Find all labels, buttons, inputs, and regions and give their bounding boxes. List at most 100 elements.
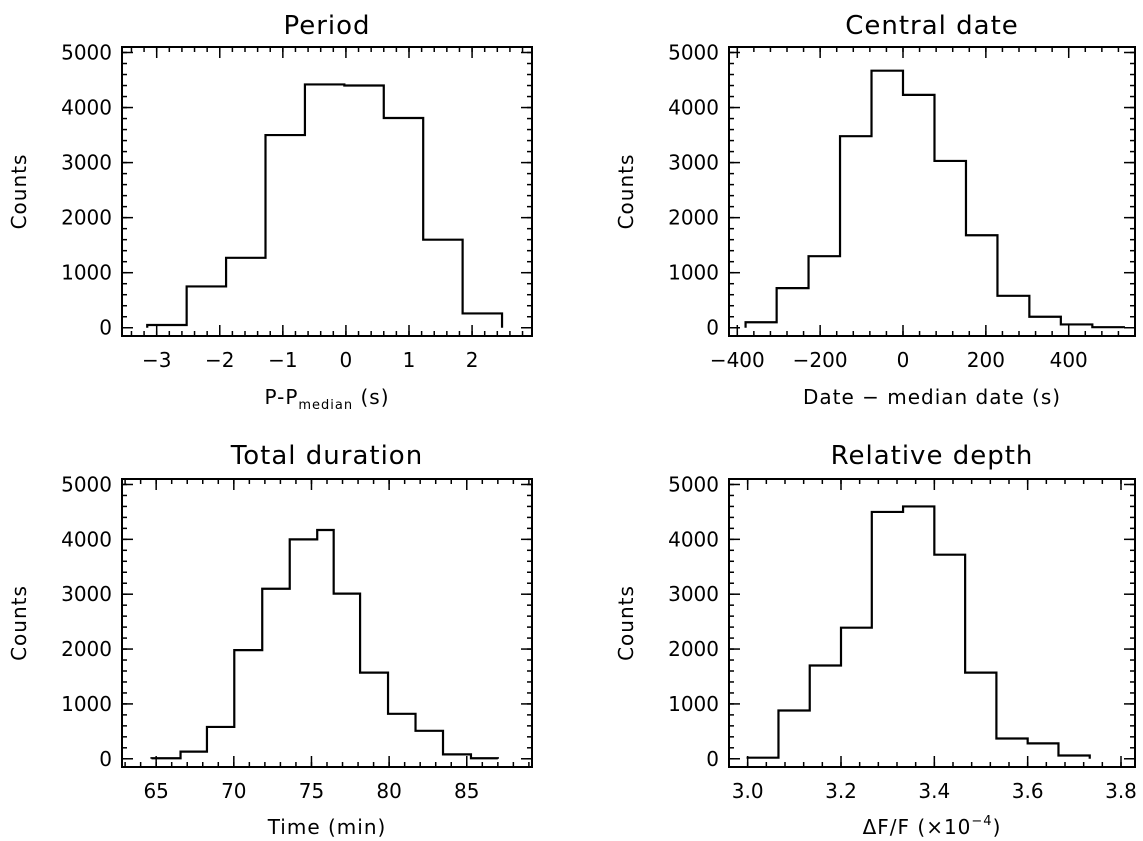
- x-tick-label: −3: [142, 348, 171, 372]
- histogram-bin: [334, 594, 360, 759]
- histogram-outline: [746, 505, 1091, 759]
- histogram-bin: [266, 135, 305, 328]
- panel-1: −400 −200 0 200 400010002000300040005000Cent…: [614, 11, 1136, 409]
- histogram-bin: [841, 628, 872, 759]
- y-tick-label: 0: [99, 747, 112, 771]
- plot-frame: [728, 46, 1136, 337]
- x-tick-label: 70: [221, 779, 246, 803]
- histogram-bin: [903, 95, 934, 328]
- y-tick-label: 1000: [668, 692, 719, 716]
- y-tick-label: 3000: [61, 582, 112, 606]
- x-axis-label: ΔF/F (×10−4): [863, 814, 1002, 839]
- histogram-bin: [423, 240, 462, 328]
- y-axis-label: Counts: [7, 154, 31, 230]
- x-tick-label: 3.4: [918, 779, 950, 803]
- y-tick-label: 2000: [668, 206, 719, 230]
- panel-title: Total duration: [230, 441, 423, 471]
- x-tick-label: 0: [340, 348, 353, 372]
- histogram-bin: [344, 86, 383, 328]
- y-tick-label: 1000: [61, 692, 112, 716]
- x-tick-label: 1: [403, 348, 416, 372]
- x-tick-label: 3.0: [732, 779, 764, 803]
- histogram-bin: [463, 313, 502, 327]
- panel-title: Central date: [845, 11, 1019, 41]
- histogram-bin: [997, 296, 1029, 328]
- panel-title: Period: [283, 11, 370, 41]
- y-tick-label: 0: [706, 316, 719, 340]
- y-tick-label: 5000: [61, 41, 112, 65]
- histogram-bin: [207, 727, 234, 759]
- histogram-bin: [996, 738, 1027, 758]
- histogram-bin: [777, 288, 809, 328]
- x-tick-label: −1: [268, 348, 297, 372]
- histogram-bin: [872, 71, 903, 328]
- histogram-outline: [744, 69, 1125, 329]
- y-tick-label: 5000: [668, 41, 719, 65]
- histogram-bin: [416, 731, 443, 759]
- histogram-bin: [934, 555, 965, 759]
- plot-frame: [121, 46, 533, 337]
- y-tick-label: 2000: [61, 637, 112, 661]
- x-axis-label: P-Pmedian (s): [264, 385, 389, 413]
- y-tick-label: 4000: [668, 527, 719, 551]
- plot-frame: [121, 478, 533, 768]
- y-tick-label: 2000: [668, 637, 719, 661]
- plot-frame: [728, 478, 1136, 768]
- histogram-bin: [934, 161, 965, 328]
- histogram-bin: [778, 710, 809, 758]
- y-axis-label: Counts: [7, 585, 31, 661]
- panel-title: Relative depth: [831, 441, 1034, 471]
- x-tick-label: 3.6: [1012, 779, 1044, 803]
- x-tick-label: 3.2: [825, 779, 857, 803]
- x-tick-label: 2: [466, 348, 479, 372]
- histogram-outline: [146, 83, 504, 328]
- histogram-bin: [809, 256, 840, 328]
- histogram-bin: [305, 84, 344, 327]
- y-tick-label: 1000: [61, 261, 112, 285]
- histogram-bin: [388, 714, 415, 759]
- histogram-bin: [384, 118, 423, 328]
- x-tick-label: 65: [143, 779, 168, 803]
- x-tick-label: −200: [793, 348, 848, 372]
- y-tick-label: 3000: [668, 151, 719, 175]
- histogram-bin: [360, 673, 388, 759]
- panel-3: 3.0 3.2 3.4 3.6 3.8 0 1000 2000 3000 4000 5000 Rela…: [614, 441, 1137, 839]
- y-tick-label: 2000: [61, 206, 112, 230]
- x-axis-label: Time (min): [267, 815, 387, 839]
- x-tick-label: 3.8: [1105, 779, 1137, 803]
- x-tick-label: 75: [299, 779, 324, 803]
- histogram-bin: [840, 136, 871, 328]
- histogram-bin: [1029, 317, 1060, 328]
- histogram-bin: [810, 666, 841, 759]
- y-tick-label: 0: [706, 747, 719, 771]
- y-tick-label: 3000: [61, 151, 112, 175]
- y-tick-label: 1000: [668, 261, 719, 285]
- x-tick-label: −400: [710, 348, 765, 372]
- histogram-bin: [1028, 743, 1059, 758]
- histogram-bin: [262, 589, 289, 759]
- x-tick-label: 0: [897, 348, 910, 372]
- y-tick-label: 4000: [668, 96, 719, 120]
- y-tick-label: 4000: [61, 96, 112, 120]
- x-tick-label: 85: [454, 779, 479, 803]
- x-tick-label: 200: [967, 348, 1005, 372]
- y-tick-label: 5000: [61, 472, 112, 496]
- histogram-outline: [150, 528, 499, 760]
- panel-0: −3 −2 −1 0 1 2 0 1000 2000 3000 4000 5000 Period P-Pm…: [7, 11, 533, 413]
- x-tick-label: −2: [205, 348, 234, 372]
- y-tick-label: 0: [99, 316, 112, 340]
- histogram-bin: [965, 673, 996, 759]
- histogram-bin: [290, 539, 317, 758]
- histogram-bin: [317, 530, 333, 759]
- histogram-bin: [234, 650, 262, 759]
- y-tick-label: 5000: [668, 472, 719, 496]
- x-tick-label: 400: [1050, 348, 1088, 372]
- histogram-bin: [872, 512, 903, 759]
- y-tick-label: 3000: [668, 582, 719, 606]
- histogram-bin: [903, 506, 934, 758]
- y-axis-label: Counts: [614, 154, 638, 230]
- histogram-bin: [226, 258, 265, 328]
- panel-2: 65 70 75 80 85 0 1000 2000 3000 4000 5000 Total dur…: [7, 441, 533, 839]
- y-tick-label: 4000: [61, 527, 112, 551]
